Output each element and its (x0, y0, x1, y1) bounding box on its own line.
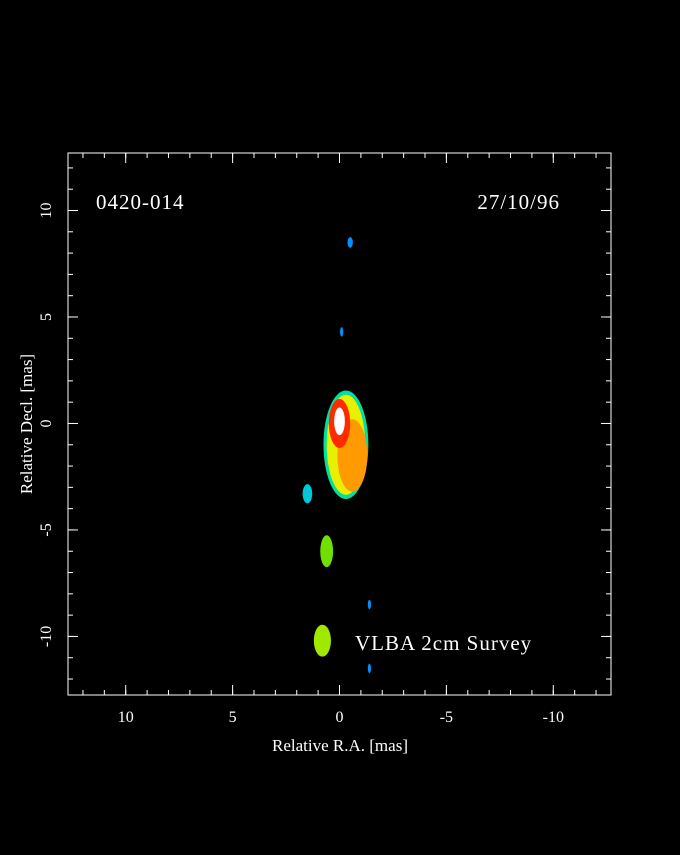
emission-component (313, 624, 331, 657)
y-tick-label: -5 (38, 523, 55, 536)
y-tick-label: -10 (38, 626, 55, 647)
x-tick-label: -10 (543, 709, 564, 726)
emission-component (367, 599, 372, 610)
x-tick-label: -5 (440, 709, 453, 726)
x-axis-label: Relative R.A. [mas] (272, 736, 408, 755)
emission-component (302, 484, 313, 504)
emission-component (320, 535, 334, 568)
emission-component (334, 407, 345, 436)
x-tick-label: 5 (229, 709, 237, 726)
epoch-date: 27/10/96 (477, 190, 560, 214)
y-axis-label: Relative Decl. [mas] (17, 354, 36, 494)
source-name: 0420-014 (96, 190, 185, 214)
emission-component (340, 327, 344, 337)
x-tick-label: 0 (336, 709, 344, 726)
emission-component (367, 663, 372, 674)
y-tick-label: 5 (38, 313, 55, 321)
emission-component (347, 237, 353, 248)
survey-label: VLBA 2cm Survey (355, 631, 532, 655)
y-tick-label: 0 (38, 419, 55, 427)
x-tick-label: 10 (118, 709, 134, 726)
y-tick-label: 10 (38, 203, 55, 219)
